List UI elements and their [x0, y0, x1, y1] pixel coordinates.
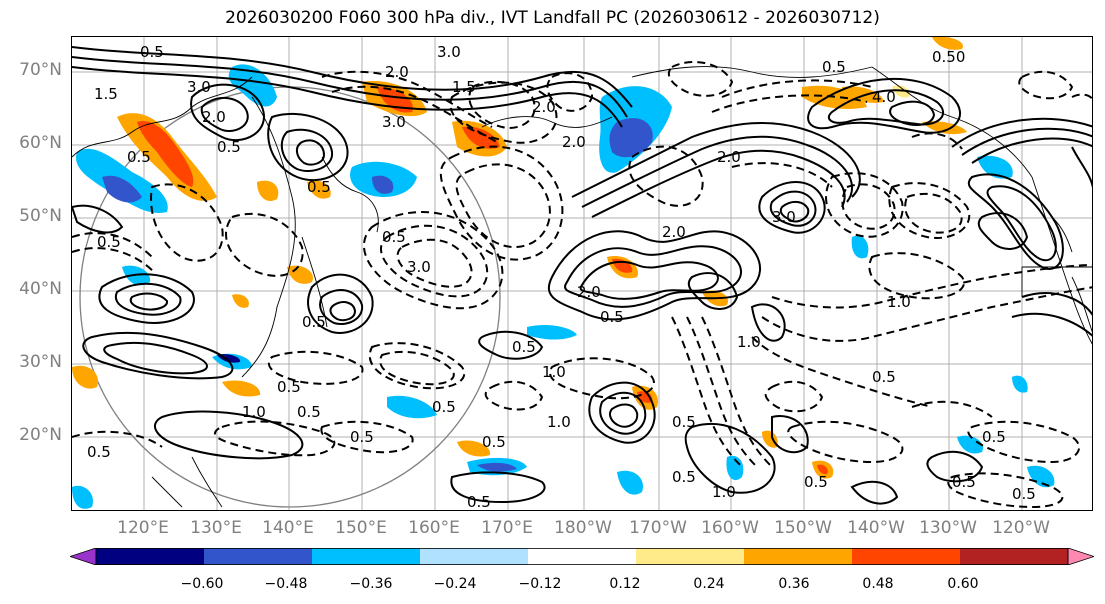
colorbar-extend-high [1067, 548, 1094, 565]
contour-label: 0.5 [382, 228, 406, 246]
colorbar-tick-label: −0.36 [349, 576, 393, 592]
contour-label: 2.0 [202, 108, 226, 126]
contour-label: 0.5 [350, 428, 374, 446]
lon-label-120e: 120°E [117, 518, 169, 538]
contour-labels: 3.0 1.5 3.0 2.0 0.5 2.0 0.5 0.5 0.5 1.5 … [87, 43, 1036, 511]
colorbar-tick-label: −0.60 [180, 576, 224, 592]
contour-label: 3.0 [772, 208, 796, 226]
lon-label-160e: 160°E [408, 518, 460, 538]
colorbar-tick-label: 0.24 [693, 576, 725, 592]
contour-label: 0.5 [302, 313, 326, 331]
lat-label-70n: 70°N [19, 60, 62, 80]
lat-label-60n: 60°N [19, 133, 62, 153]
colorbar-tick-label: 0.12 [609, 576, 641, 592]
colorbar-tick-label: −0.48 [264, 576, 308, 592]
contour-label: 1.0 [547, 413, 571, 431]
contour-label: 3.0 [382, 113, 406, 131]
lat-label-30n: 30°N [19, 352, 62, 372]
contour-label: 3.0 [187, 78, 211, 96]
contour-label: 0.5 [432, 398, 456, 416]
lon-label-140e: 140°E [262, 518, 314, 538]
colorbar-segment [420, 548, 529, 565]
colorbar-segments [70, 548, 1094, 565]
colorbar-segment [204, 548, 313, 565]
contour-label: 1.5 [452, 78, 476, 96]
contour-label: 0.5 [467, 493, 491, 511]
gridlines [72, 37, 1092, 510]
contour-label: 0.5 [217, 138, 241, 156]
contour-label: 0.5 [277, 378, 301, 396]
contour-label: 0.5 [87, 443, 111, 461]
contour-label: 0.50 [932, 48, 965, 66]
colorbar-segment [636, 548, 745, 565]
contour-label: 1.0 [242, 403, 266, 421]
contour-label: 3.0 [437, 43, 461, 61]
contour-label: 2.0 [662, 223, 686, 241]
contour-label: 0.5 [804, 473, 828, 491]
lon-label-120w: 120°W [992, 518, 1050, 538]
contour-label: 1.0 [542, 363, 566, 381]
lon-label-150e: 150°E [335, 518, 387, 538]
map-canvas: 3.0 1.5 3.0 2.0 0.5 2.0 0.5 0.5 0.5 1.5 … [72, 37, 1092, 511]
map-panel: 3.0 1.5 3.0 2.0 0.5 2.0 0.5 0.5 0.5 1.5 … [71, 36, 1093, 511]
contour-label: 0.5 [952, 473, 976, 491]
contour-label: 0.5 [822, 58, 846, 76]
colorbar-segment [312, 548, 421, 565]
lon-label-150w: 150°W [774, 518, 832, 538]
contour-label: 2.0 [577, 283, 601, 301]
chart-title: 2026030200 F060 300 hPa div., IVT Landfa… [225, 8, 880, 28]
contour-label: 1.0 [712, 483, 736, 501]
lat-label-50n: 50°N [19, 206, 62, 226]
contour-label: 1.0 [887, 293, 911, 311]
lat-label-40n: 40°N [19, 279, 62, 299]
contour-label: 2.0 [385, 63, 409, 81]
contour-label: 3.0 [407, 258, 431, 276]
contour-label: 2.0 [562, 133, 586, 151]
contour-label: 0.5 [982, 428, 1006, 446]
lat-label-20n: 20°N [19, 425, 62, 445]
contour-label: 2.0 [532, 98, 556, 116]
contours-dashed [72, 61, 1092, 509]
contour-label: 0.5 [512, 338, 536, 356]
colorbar-segment [852, 548, 961, 565]
contour-label: 0.5 [127, 148, 151, 166]
lon-label-170e: 170°E [481, 518, 533, 538]
colorbar [70, 548, 1094, 565]
contour-label: 0.5 [97, 233, 121, 251]
coastlines [72, 66, 1092, 508]
contour-label: 0.5 [600, 308, 624, 326]
contour-label: 1.0 [737, 333, 761, 351]
contour-label: 0.5 [1012, 485, 1036, 503]
lon-label-130w: 130°W [919, 518, 977, 538]
colorbar-tick-label: 0.36 [778, 576, 810, 592]
lon-label-170w: 170°W [629, 518, 687, 538]
contour-label: 1.5 [94, 85, 118, 103]
lon-label-160w: 160°W [701, 518, 759, 538]
contour-label: 0.5 [297, 403, 321, 421]
colorbar-tick-label: −0.12 [518, 576, 562, 592]
colorbar-segment [528, 548, 637, 565]
colorbar-tick-label: 0.48 [862, 576, 894, 592]
contour-label: 0.5 [672, 413, 696, 431]
contour-label: 0.5 [307, 178, 331, 196]
colorbar-tick-label: −0.24 [433, 576, 477, 592]
contour-label: 0.5 [872, 368, 896, 386]
contour-label: 0.5 [140, 43, 164, 61]
colorbar-extend-low [70, 548, 97, 565]
colorbar-segment [744, 548, 853, 565]
contours-solid [72, 46, 1092, 505]
colorbar-tick-label: 0.60 [947, 576, 979, 592]
contour-label: 2.0 [717, 148, 741, 166]
contour-label: 0.5 [482, 433, 506, 451]
contour-label: 4.0 [872, 88, 896, 106]
colorbar-segment [960, 548, 1069, 565]
lon-label-140w: 140°W [847, 518, 905, 538]
lon-label-180w: 180°W [554, 518, 612, 538]
colorbar-outline [95, 548, 1069, 565]
lon-label-130e: 130°E [190, 518, 242, 538]
contour-label: 0.5 [672, 468, 696, 486]
divergence-negative-shading [72, 64, 1055, 509]
colorbar-segment [96, 548, 205, 565]
